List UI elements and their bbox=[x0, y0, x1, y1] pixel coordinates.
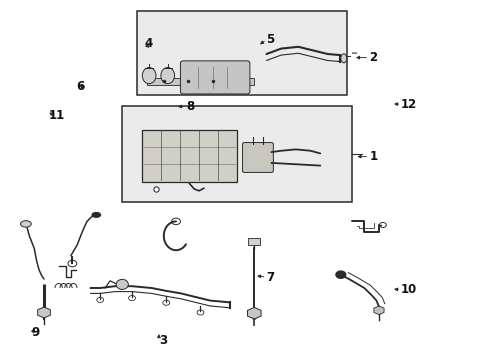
Text: 4: 4 bbox=[144, 37, 152, 50]
Circle shape bbox=[335, 271, 345, 278]
FancyBboxPatch shape bbox=[242, 143, 273, 172]
Ellipse shape bbox=[116, 279, 128, 289]
Bar bbox=[142, 130, 237, 182]
Text: 9: 9 bbox=[32, 327, 40, 339]
Ellipse shape bbox=[142, 67, 156, 84]
Text: 5: 5 bbox=[266, 33, 274, 46]
Bar bbox=[122, 106, 351, 202]
Text: 2: 2 bbox=[368, 51, 377, 64]
Text: 7: 7 bbox=[266, 271, 274, 284]
Ellipse shape bbox=[20, 221, 31, 227]
Text: 10: 10 bbox=[400, 283, 416, 296]
Text: 1: 1 bbox=[368, 150, 377, 163]
Text: 12: 12 bbox=[400, 98, 416, 111]
Bar bbox=[137, 11, 346, 95]
Bar bbox=[146, 78, 254, 85]
Text: 3: 3 bbox=[159, 334, 167, 347]
Bar bbox=[248, 238, 260, 245]
Text: 6: 6 bbox=[76, 80, 84, 93]
Text: 8: 8 bbox=[185, 100, 194, 113]
Ellipse shape bbox=[161, 67, 174, 84]
Text: 11: 11 bbox=[49, 109, 65, 122]
Ellipse shape bbox=[340, 54, 346, 63]
FancyBboxPatch shape bbox=[180, 61, 249, 94]
Ellipse shape bbox=[92, 212, 101, 217]
